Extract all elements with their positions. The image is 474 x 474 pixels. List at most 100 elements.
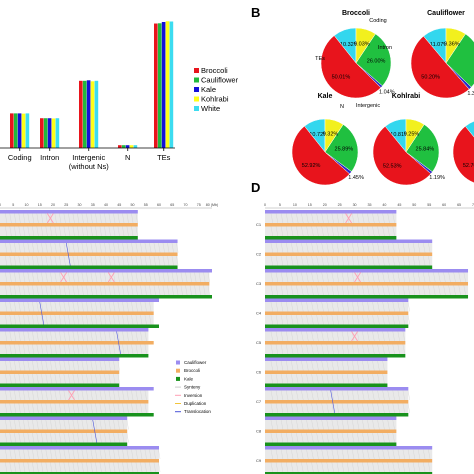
pie-slice-value: 1.45% (348, 175, 364, 181)
synteny-link (77, 390, 80, 401)
synteny-ribbon (265, 433, 397, 443)
synteny-link (316, 242, 319, 253)
synteny-link (36, 242, 39, 253)
synteny-scale-tick: 60 (157, 203, 161, 207)
synteny-link (104, 272, 107, 283)
synteny-link (59, 403, 62, 414)
synteny-link (270, 449, 273, 460)
synteny-link (362, 314, 365, 325)
synteny-link (113, 432, 116, 443)
synteny-link (377, 331, 380, 342)
chromosome-row-label: C6 (256, 370, 262, 375)
synteny-link (104, 449, 107, 460)
synteny-link (453, 285, 456, 296)
synteny-link (18, 242, 21, 253)
synteny-link (301, 344, 304, 355)
synteny-link (372, 285, 375, 296)
synteny-link (27, 462, 30, 473)
synteny-link (326, 255, 329, 266)
synteny-link (402, 449, 405, 460)
synteny-link (135, 390, 138, 401)
synteny-link (63, 226, 66, 237)
synteny-link (346, 272, 350, 283)
synteny-link (367, 213, 370, 224)
synteny-link (27, 360, 30, 371)
synteny-link (72, 419, 75, 430)
synteny-link (86, 432, 89, 443)
chromosome-track-kale (265, 472, 433, 474)
synteny-link (291, 242, 294, 253)
synteny-scale-tick: 5 (279, 203, 281, 207)
chromosome-track-broccoli (265, 311, 409, 315)
synteny-link (331, 301, 334, 312)
chromosome-track-broccoli (0, 282, 210, 286)
synteny-link (122, 242, 125, 253)
synteny-link (9, 390, 12, 401)
synteny-link (140, 403, 143, 414)
synteny-link (131, 314, 134, 325)
pie-category-label: Intron (378, 45, 392, 51)
legend-swatch (176, 368, 180, 373)
synteny-link (99, 432, 102, 443)
synteny-link (140, 314, 143, 325)
synteny-link (291, 360, 294, 371)
synteny-link (63, 213, 66, 224)
legend-swatch-white (194, 106, 199, 111)
synteny-link (346, 314, 350, 325)
synteny-link (77, 360, 80, 371)
synteny-link (27, 285, 30, 296)
synteny-link (23, 462, 26, 473)
synteny-link (126, 226, 129, 237)
synteny-link (392, 344, 395, 355)
synteny-link (280, 255, 284, 266)
chromosome-track-kale (0, 265, 178, 269)
synteny-link (341, 285, 344, 296)
synteny-link (18, 314, 21, 325)
synteny-link (326, 360, 329, 371)
synteny-link (104, 373, 107, 384)
synteny-link (407, 255, 410, 266)
synteny-link (144, 344, 147, 355)
synteny-scale-tick: 5 (12, 203, 14, 207)
synteny-link (357, 432, 360, 443)
synteny-link (122, 331, 125, 342)
synteny-link (14, 373, 17, 384)
synteny-link (382, 403, 385, 414)
synteny-link (428, 449, 431, 460)
synteny-link (158, 449, 161, 460)
synteny-link (331, 285, 334, 296)
synteny-link (377, 403, 380, 414)
synteny-link (392, 213, 395, 224)
synteny-link (167, 242, 170, 253)
synteny-link (68, 449, 71, 460)
synteny-link (95, 226, 98, 237)
synteny-link (321, 403, 324, 414)
synteny-link (372, 314, 375, 325)
synteny-link (32, 242, 35, 253)
synteny-link (126, 331, 129, 342)
synteny-scale-tick: 50 (131, 203, 135, 207)
synteny-link (372, 449, 375, 460)
synteny-link (402, 314, 405, 325)
synteny-link (162, 272, 165, 283)
pie-slice-tes (320, 35, 382, 99)
pie-slice-value: 10.32% (340, 42, 359, 48)
synteny-link (54, 255, 57, 266)
synteny-link (9, 255, 12, 266)
synteny-link (113, 373, 116, 384)
synteny-link (59, 344, 62, 355)
synteny-link (311, 314, 314, 325)
pie-slice-intron (445, 27, 466, 64)
synteny-link (346, 449, 350, 460)
synteny-link (326, 419, 329, 430)
synteny-link (311, 360, 314, 371)
synteny-link (270, 331, 273, 342)
synteny-link (402, 331, 405, 342)
synteny-ribbon (265, 449, 433, 459)
bar-cauliflower-0 (13, 113, 18, 148)
synteny-link (275, 226, 279, 237)
synteny-link (14, 344, 17, 355)
synteny-link (54, 390, 57, 401)
synteny-link (90, 344, 93, 355)
synteny-link (392, 462, 395, 473)
